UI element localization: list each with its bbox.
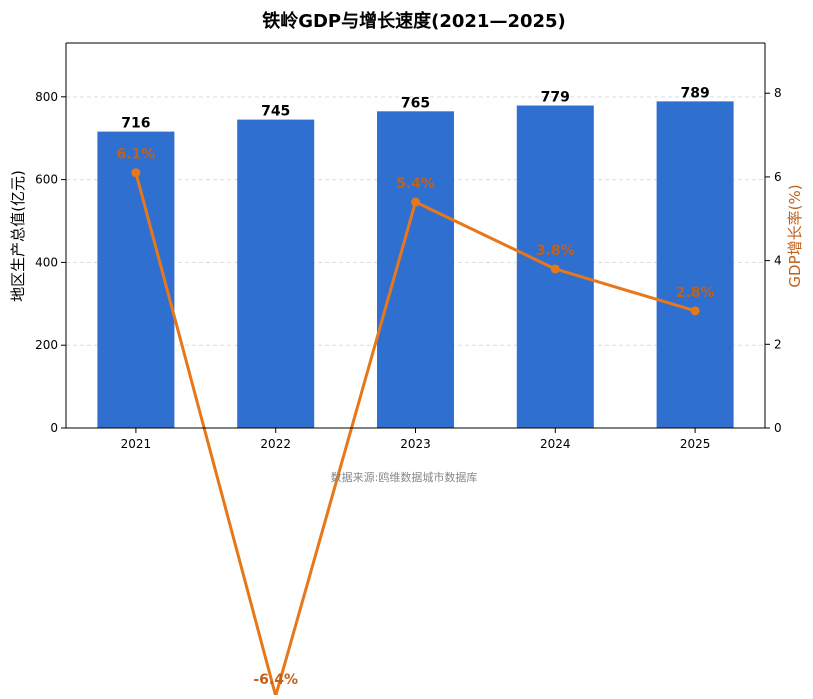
x-tick-label: 2022 xyxy=(260,437,291,451)
line-layer xyxy=(131,168,700,695)
x-tick-label: 2023 xyxy=(400,437,431,451)
left-tick-label: 200 xyxy=(35,338,58,352)
grid-layer xyxy=(66,96,765,346)
left-tick-label: 400 xyxy=(35,255,58,269)
right-tick-label: 6 xyxy=(774,170,782,184)
growth-point-2024 xyxy=(550,264,560,274)
bar-2021 xyxy=(97,131,175,428)
axis-layer: 0 200 400 600 800 0 2 4 6 8 2021 2022 2023 2024 2025 xyxy=(35,42,782,451)
left-axis-label: 地区生产总值(亿元) xyxy=(9,170,27,302)
x-tick-label: 2024 xyxy=(540,437,571,451)
bar-value-label: 765 xyxy=(401,95,430,111)
source-note: 数据来源:鸥维数据城市数据库 xyxy=(331,470,478,484)
left-tick-label: 0 xyxy=(50,421,58,435)
bar-2025 xyxy=(656,101,734,428)
x-tick-label: 2025 xyxy=(680,437,711,451)
growth-rate-label: 5.4% xyxy=(396,176,435,192)
growth-rate-label: 6.1% xyxy=(116,147,155,163)
label-layer: 716 745 765 779 789 6.1% -6.4% 5.4% 3.8% 2.8% xyxy=(116,85,714,688)
bar-value-label: 745 xyxy=(261,104,290,120)
bar-value-label: 716 xyxy=(121,116,150,132)
bar-2023 xyxy=(377,111,454,428)
right-tick-label: 2 xyxy=(774,337,782,351)
growth-rate-label: -6.4% xyxy=(253,672,298,688)
left-tick-label: 800 xyxy=(35,90,58,104)
x-tick-label: 2021 xyxy=(121,437,152,451)
right-tick-label: 0 xyxy=(774,421,782,435)
bar-value-label: 779 xyxy=(541,90,570,106)
bar-layer xyxy=(97,101,734,429)
bar-value-label: 789 xyxy=(680,85,709,101)
growth-point-2025 xyxy=(690,306,700,316)
growth-rate-label: 2.8% xyxy=(676,285,715,301)
right-tick-label: 4 xyxy=(774,254,782,268)
chart-title: 铁岭GDP与增长速度(2021—2025) xyxy=(262,10,566,32)
bar-2022 xyxy=(237,119,315,428)
right-axis-label: GDP增长率(%) xyxy=(786,184,804,287)
growth-point-2021 xyxy=(131,168,141,178)
left-tick-label: 600 xyxy=(35,173,58,187)
right-tick-label: 8 xyxy=(774,86,782,100)
growth-point-2023 xyxy=(411,197,420,207)
growth-rate-label: 3.8% xyxy=(536,243,575,259)
